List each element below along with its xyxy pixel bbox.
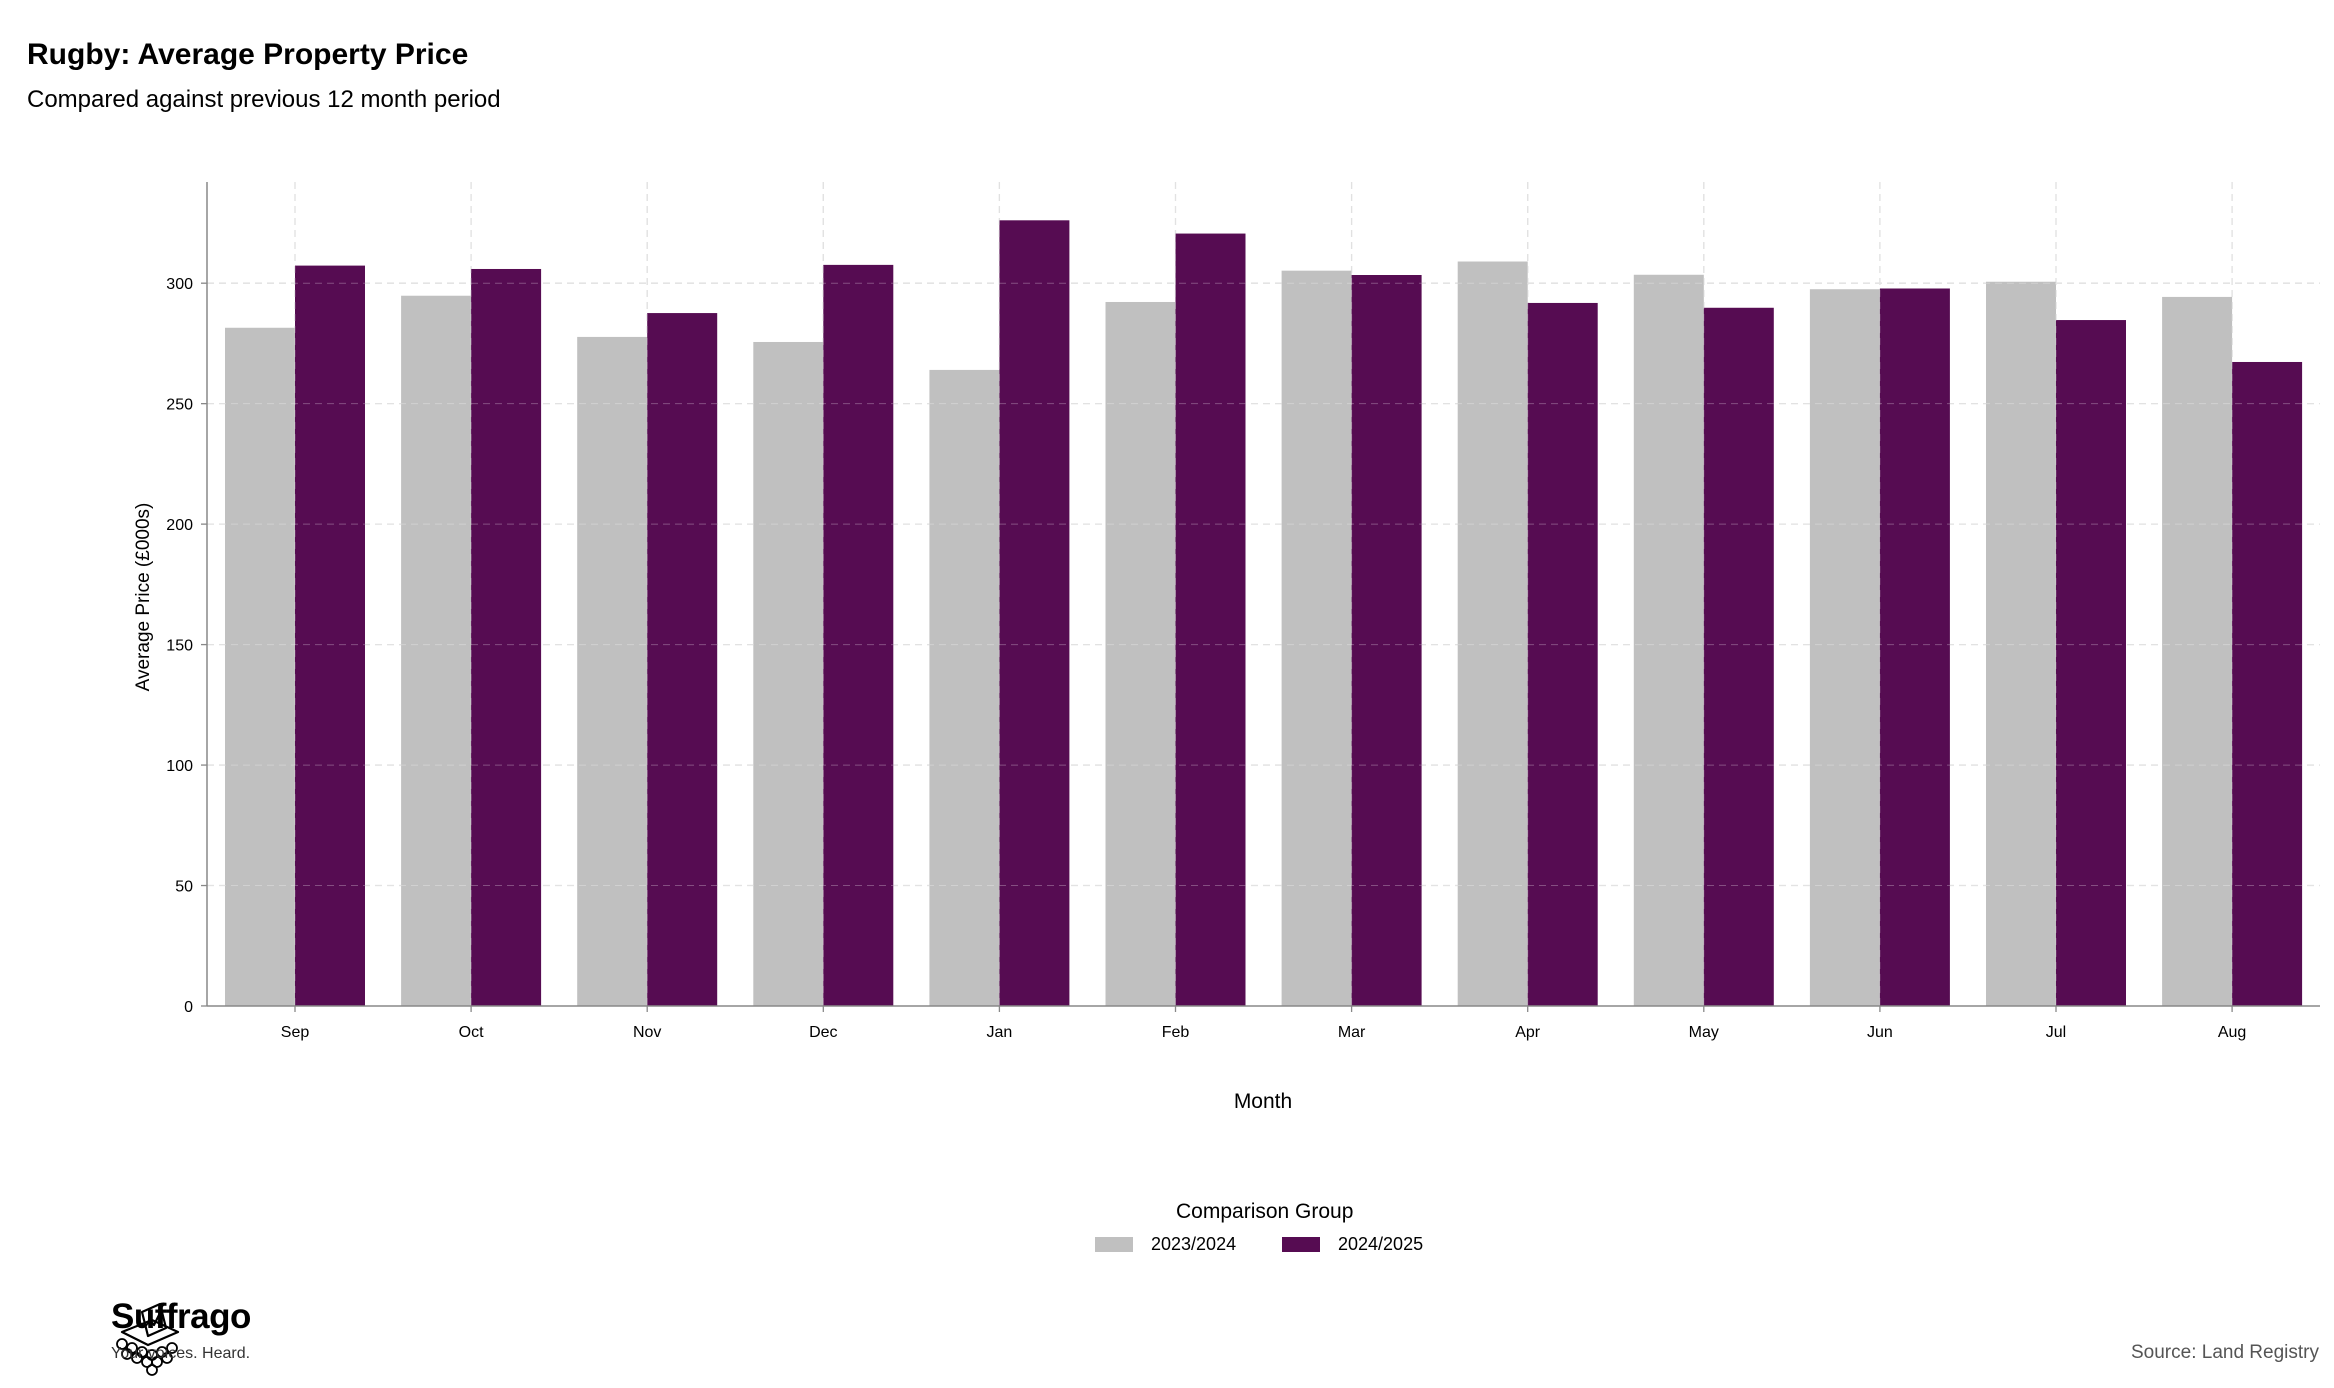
y-tick-label: 50 [175, 879, 193, 896]
legend-swatch-2023-2024 [1095, 1236, 1133, 1252]
chart-subtitle: Compared against previous 12 month perio… [27, 86, 501, 113]
bar-2024-2025-nov [647, 313, 718, 1007]
ballot-box-icon [116, 1302, 180, 1376]
y-tick-label: 300 [166, 276, 193, 293]
x-tick-label: May [1689, 1024, 1719, 1041]
bar-2024-2025-sep [295, 265, 365, 1006]
bar-2024-2025-mar [1351, 275, 1422, 1006]
bars [207, 182, 2320, 1007]
brand-tagline: Your voices. Heard. [111, 1345, 251, 1362]
chart-title: Rugby: Average Property Price [27, 38, 469, 71]
x-tick-label: Apr [1515, 1024, 1541, 1041]
legend-label-2023-2024: 2023/2024 [1151, 1233, 1237, 1254]
bar-2024-2025-jul [2056, 320, 2126, 1006]
bar-2023-2024-apr [1457, 261, 1528, 1006]
bar-2023-2024-dec [753, 341, 824, 1006]
y-axis-title: Average Price (£000s) [133, 503, 154, 692]
x-tick-label: Dec [809, 1024, 837, 1041]
y-tick-label: 0 [184, 999, 193, 1016]
legend-title: Comparison Group [1176, 1200, 1354, 1223]
bar-2023-2024-mar [1281, 270, 1352, 1007]
legend-item-2024-2025: 2024/2025 [1282, 1232, 1423, 1256]
x-tick-label: Jul [2046, 1024, 2066, 1041]
y-tick-label: 100 [166, 758, 193, 775]
bar-2023-2024-sep [225, 327, 295, 1006]
bar-2023-2024-aug [2162, 296, 2233, 1006]
bar-2024-2025-apr [1527, 302, 1598, 1006]
bar-2023-2024-may [1633, 274, 1704, 1006]
x-tick-label: Sep [281, 1024, 310, 1041]
bar-2024-2025-oct [471, 268, 542, 1006]
brand-name: Suffrago [111, 1297, 251, 1336]
bar-2024-2025-jun [1879, 288, 1950, 1007]
bar-2024-2025-dec [823, 264, 894, 1007]
bar-2023-2024-feb [1105, 301, 1176, 1006]
y-tick-label: 200 [166, 517, 193, 534]
x-tick-label: Mar [1338, 1024, 1366, 1041]
bar-2023-2024-oct [401, 295, 472, 1006]
y-tick-label: 150 [166, 638, 193, 655]
legend-item-2023-2024: 2023/2024 [1095, 1232, 1236, 1256]
axes [206, 182, 2320, 1007]
bar-2024-2025-feb [1175, 233, 1246, 1006]
x-tick-label: Nov [633, 1024, 661, 1041]
x-tick-label: Jun [1867, 1024, 1893, 1041]
x-tick-label: Feb [1162, 1024, 1190, 1041]
legend-label-2024-2025: 2024/2025 [1338, 1233, 1424, 1254]
bar-2023-2024-jan [929, 369, 1000, 1006]
bar-2023-2024-jun [1809, 289, 1880, 1006]
bar-2024-2025-jan [999, 220, 1070, 1006]
source-note: Source: Land Registry [2131, 1342, 2319, 1363]
tick-labels: 0 50 100 150 200 250 300 Sep Oct Nov Dec Jan Feb Mar A… [166, 276, 2246, 1041]
x-tick-label: Jan [987, 1024, 1013, 1041]
bar-chart: 0 50 100 150 200 250 300 Sep Oct Nov Dec Jan Feb Mar A… [133, 182, 2320, 1113]
x-axis-title: Month [1234, 1090, 1292, 1113]
y-tick-label: 250 [166, 397, 193, 414]
bar-2023-2024-jul [1986, 281, 2056, 1006]
bar-2023-2024-nov [577, 336, 648, 1006]
x-tick-label: Oct [459, 1024, 484, 1041]
legend-swatch-2024-2025 [1282, 1236, 1320, 1252]
bar-2024-2025-may [1703, 307, 1774, 1006]
x-tick-label: Aug [2218, 1024, 2246, 1041]
bar-2024-2025-aug [2232, 361, 2303, 1006]
